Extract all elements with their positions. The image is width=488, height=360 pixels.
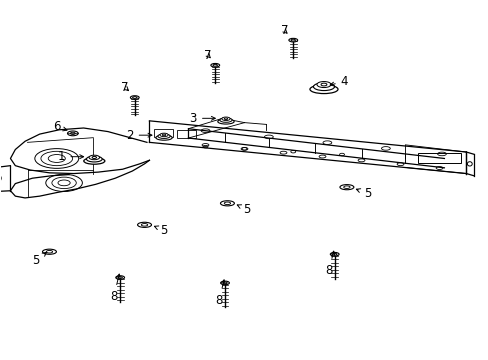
Ellipse shape: [224, 202, 230, 204]
Ellipse shape: [316, 81, 330, 87]
Ellipse shape: [321, 83, 326, 86]
Ellipse shape: [290, 39, 295, 41]
Ellipse shape: [42, 249, 56, 254]
Ellipse shape: [158, 134, 170, 139]
Text: 6: 6: [53, 121, 67, 134]
Ellipse shape: [92, 156, 96, 158]
Ellipse shape: [213, 64, 217, 66]
Ellipse shape: [339, 185, 353, 190]
Ellipse shape: [160, 133, 168, 137]
Text: 7: 7: [204, 49, 211, 62]
Text: 3: 3: [189, 112, 215, 125]
Ellipse shape: [132, 96, 137, 98]
Ellipse shape: [223, 282, 227, 284]
Ellipse shape: [156, 135, 172, 140]
Ellipse shape: [89, 155, 100, 160]
Ellipse shape: [309, 85, 337, 94]
Ellipse shape: [222, 117, 229, 121]
Ellipse shape: [288, 39, 297, 42]
Text: 1: 1: [58, 150, 83, 163]
Text: 2: 2: [126, 129, 152, 142]
Ellipse shape: [116, 276, 124, 279]
Text: 7: 7: [121, 81, 128, 94]
Text: 5: 5: [356, 187, 370, 200]
Ellipse shape: [220, 118, 232, 122]
Bar: [154, 129, 172, 137]
Ellipse shape: [332, 253, 336, 255]
Ellipse shape: [46, 251, 53, 253]
Ellipse shape: [220, 281, 229, 285]
Ellipse shape: [86, 156, 102, 162]
Ellipse shape: [130, 96, 139, 99]
Ellipse shape: [67, 131, 78, 136]
Ellipse shape: [162, 134, 165, 136]
Bar: [177, 130, 195, 138]
Text: 7: 7: [280, 24, 287, 37]
Ellipse shape: [224, 118, 227, 120]
Ellipse shape: [137, 222, 151, 228]
Ellipse shape: [217, 119, 234, 124]
Text: 5: 5: [154, 224, 167, 237]
Ellipse shape: [330, 252, 338, 256]
Ellipse shape: [141, 224, 147, 226]
Text: 8: 8: [325, 251, 334, 277]
Ellipse shape: [220, 201, 234, 206]
Text: 8: 8: [110, 274, 120, 303]
Ellipse shape: [118, 276, 122, 278]
Text: 5: 5: [237, 203, 250, 216]
Ellipse shape: [313, 83, 334, 91]
Bar: [417, 153, 461, 163]
Ellipse shape: [83, 158, 104, 164]
Ellipse shape: [343, 186, 349, 188]
Text: 8: 8: [215, 280, 224, 307]
Text: 4: 4: [329, 75, 347, 88]
Ellipse shape: [70, 132, 75, 135]
Ellipse shape: [210, 63, 219, 67]
Text: 5: 5: [32, 252, 46, 267]
